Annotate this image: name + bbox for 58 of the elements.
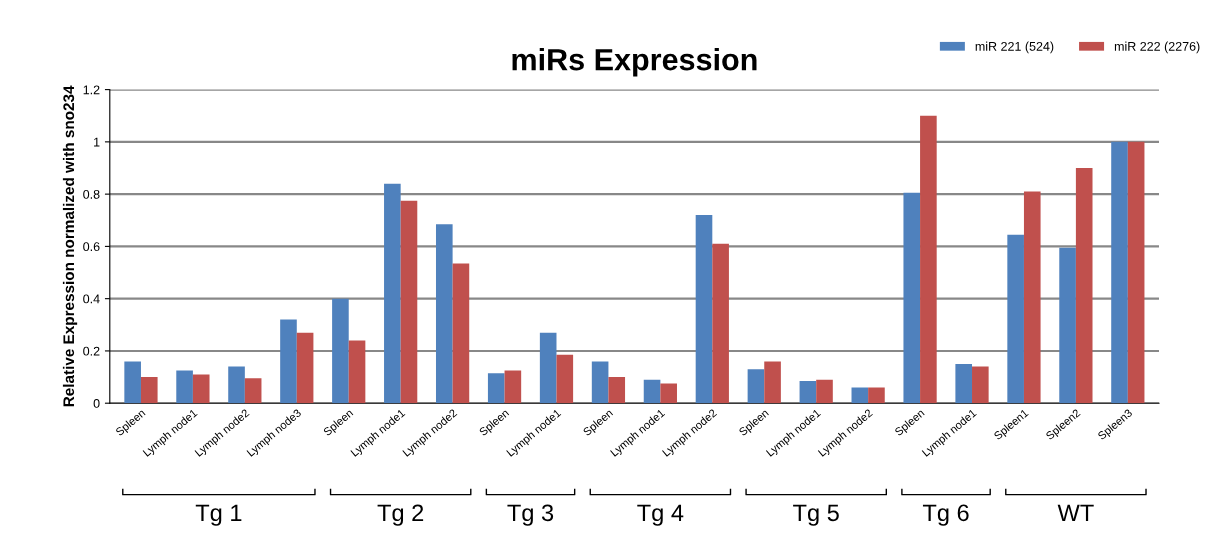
bar (903, 192, 921, 404)
text: Tg 3 (507, 504, 554, 526)
bar (400, 200, 418, 404)
chart-title: miRs Expression (512, 48, 757, 77)
text: Tg 6 (922, 504, 969, 526)
bar (695, 215, 713, 404)
bar (591, 361, 609, 404)
bar (972, 366, 989, 404)
text: WT (1057, 504, 1094, 521)
y-tick-label: 0 (93, 399, 100, 408)
bar (228, 366, 245, 404)
y-tick-label: 1.2 (83, 85, 100, 95)
bar (799, 380, 817, 404)
bar (556, 354, 574, 404)
bar (712, 243, 729, 404)
bar (124, 361, 141, 404)
bar (608, 377, 626, 404)
legend-label: miR 221 (524) (975, 41, 1054, 54)
bar (1075, 168, 1093, 404)
bar (1059, 247, 1076, 404)
y-tick-label: 0.8 (83, 189, 100, 199)
y-tick-label: 1 (94, 137, 100, 147)
bar (851, 387, 869, 404)
y-tick-label: 0.2 (83, 346, 100, 356)
bar (539, 332, 557, 404)
y-tick-label: 0.6 (83, 242, 100, 252)
bar (1023, 191, 1041, 404)
text: Tg 5 (793, 504, 839, 526)
bar (348, 340, 366, 404)
bar (643, 379, 661, 404)
bar (660, 383, 677, 404)
bar (244, 378, 262, 404)
bar (176, 370, 193, 404)
text: Tg 4 (637, 504, 684, 526)
bar (296, 332, 314, 404)
bar (384, 183, 401, 404)
bar (747, 369, 765, 404)
bar (920, 115, 937, 404)
bar (1007, 234, 1024, 404)
legend-label: miR 222 (2276) (1114, 41, 1200, 54)
bar (504, 370, 522, 404)
bar (764, 361, 781, 404)
text: Tg 1 (195, 504, 242, 526)
bar (955, 364, 973, 404)
y-tick-label: 0.4 (83, 294, 100, 304)
bar (332, 298, 349, 404)
bar (192, 374, 210, 404)
bar (1111, 141, 1128, 404)
bar (868, 387, 885, 404)
bar (140, 377, 158, 404)
bar (280, 319, 297, 404)
y-axis-title: Relative Expression normalized with sno234 (62, 85, 78, 407)
text: Tg 2 (377, 504, 424, 526)
bar (452, 263, 470, 404)
bar (816, 379, 833, 404)
bar (487, 373, 505, 404)
bar (1127, 141, 1145, 404)
bar (435, 224, 453, 404)
